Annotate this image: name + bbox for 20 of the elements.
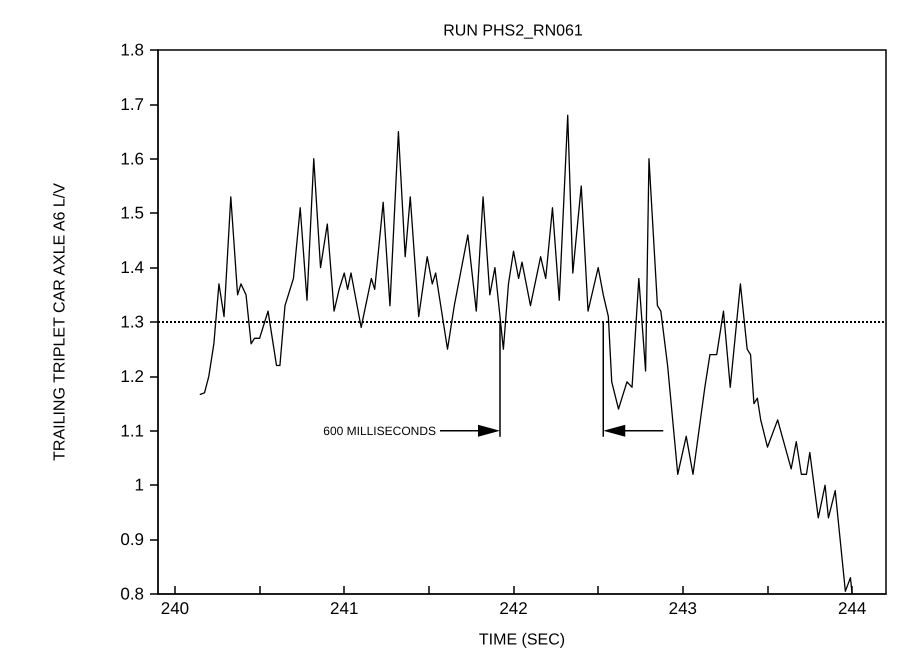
x-tick-label: 241 (330, 599, 358, 618)
y-tick-label: 1.5 (120, 204, 144, 223)
y-tick-label: 1.1 (120, 421, 144, 440)
x-tick-label: 243 (668, 599, 698, 618)
y-tick-label: 1.6 (120, 149, 144, 168)
y-tick-label: 1.2 (120, 366, 144, 386)
x-tick-label: 242 (499, 599, 528, 618)
y-tick-label: 1.3 (120, 312, 144, 332)
y-axis-title: TRAILING TRIPLET CAR AXLE A6 L/V (52, 182, 68, 461)
x-tick-label: 240 (160, 599, 190, 618)
x-axis-title: TIME (SEC) (478, 632, 566, 648)
annotation: 600 MILLISECONDS (323, 424, 436, 438)
y-tick-label: 1.7 (120, 94, 144, 114)
y-tick-label: 0.8 (120, 584, 144, 604)
x-tick-label: 244 (838, 599, 866, 618)
y-tick-label: 1.8 (120, 40, 144, 60)
y-tick-label: 1 (134, 476, 144, 495)
chart-title: RUN PHS2_RN061 (443, 22, 583, 40)
y-tick-label: 0.9 (120, 530, 144, 550)
y-tick-label: 1.4 (120, 258, 144, 278)
